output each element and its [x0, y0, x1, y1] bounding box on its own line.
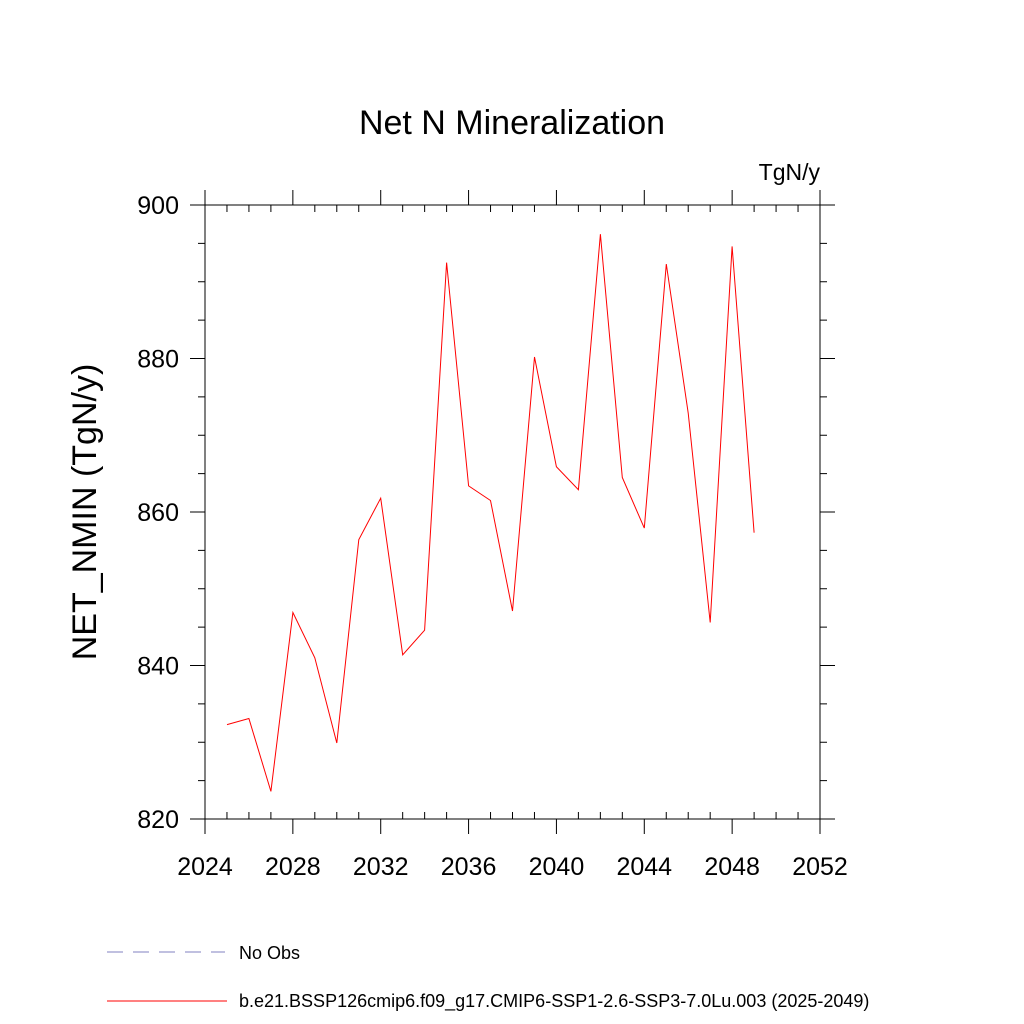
- x-tick-label: 2028: [265, 853, 321, 881]
- x-tick-label: 2040: [529, 853, 585, 881]
- y-axis-label: NET_NMIN (TgN/y): [66, 364, 104, 661]
- x-tick-label: 2048: [704, 853, 760, 881]
- x-tick-label: 2044: [616, 853, 672, 881]
- y-tick-label: 820: [137, 806, 179, 834]
- legend: No Obs b.e21.BSSP126cmip6.f09_g17.CMIP6-…: [107, 943, 869, 1012]
- y-tick-label: 840: [137, 653, 179, 681]
- y-tick-labels: 820 840 860 880 900: [137, 192, 179, 834]
- chart-title: Net N Mineralization: [359, 104, 665, 142]
- x-tick-label: 2052: [792, 853, 848, 881]
- x-tick-label: 2032: [353, 853, 409, 881]
- y-tick-label: 860: [137, 499, 179, 527]
- major-ticks: [190, 190, 835, 834]
- units-label: TgN/y: [759, 159, 821, 185]
- y-tick-label: 880: [137, 346, 179, 374]
- x-tick-labels: 2024 2028 2032 2036 2040 2044 2048 2052: [177, 853, 848, 881]
- legend-label-no-obs: No Obs: [239, 943, 300, 963]
- x-tick-label: 2036: [441, 853, 497, 881]
- series-line: [226, 234, 755, 792]
- legend-label-model: b.e21.BSSP126cmip6.f09_g17.CMIP6-SSP1-2.…: [239, 991, 869, 1012]
- plot-frame: [204, 204, 821, 820]
- minor-ticks: [198, 205, 827, 819]
- series-layer: [226, 234, 755, 792]
- y-tick-label: 900: [137, 192, 179, 220]
- x-tick-label: 2024: [177, 853, 233, 881]
